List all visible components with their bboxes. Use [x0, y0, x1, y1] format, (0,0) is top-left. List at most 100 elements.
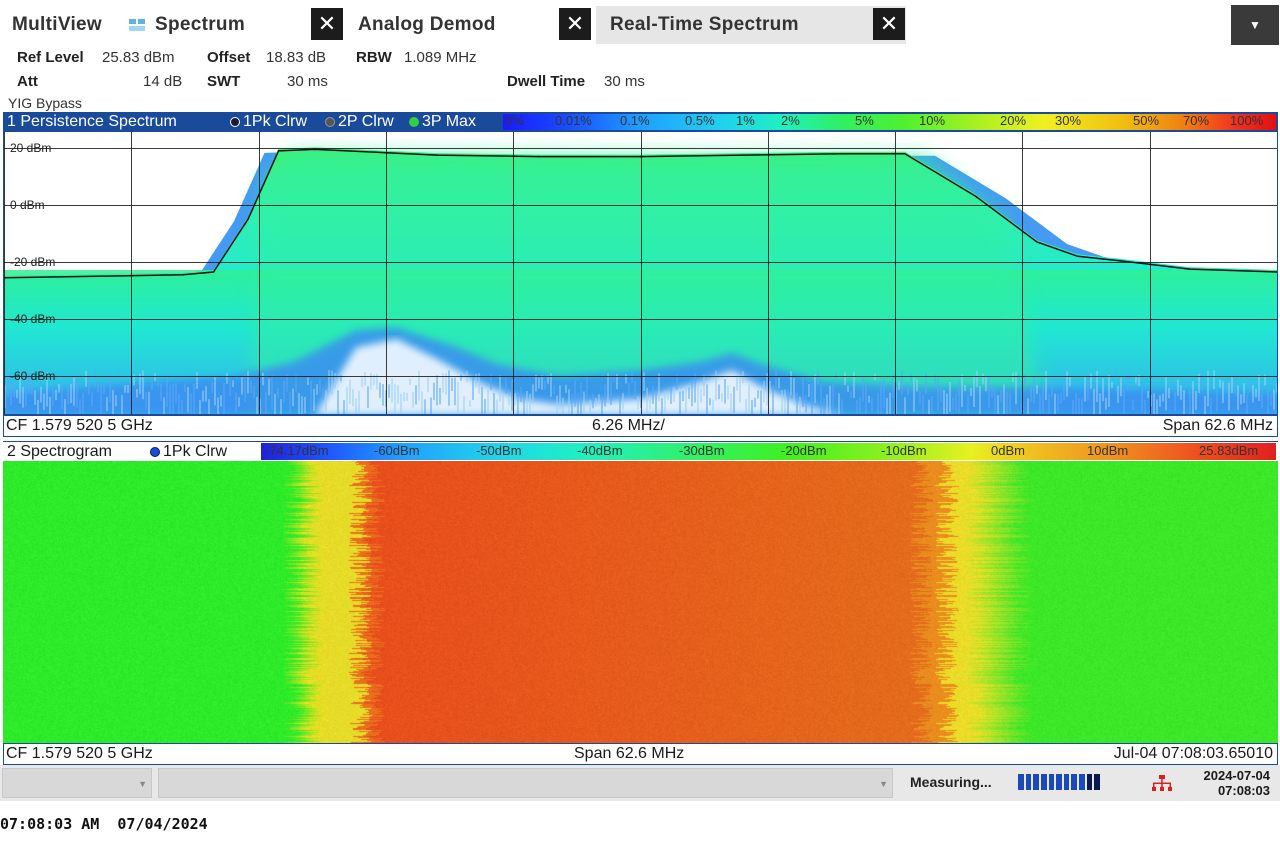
- close-real-time-spectrum-button[interactable]: ✕: [873, 8, 905, 40]
- colorbar-tick: 0.1%: [620, 113, 650, 128]
- spectrogram-canvas: [3, 461, 1278, 743]
- att-label: Att: [17, 73, 38, 90]
- swt-value[interactable]: 30 ms: [287, 73, 328, 90]
- colorbar-tick: 2%: [781, 113, 800, 128]
- tab-spectrum[interactable]: Spectrum: [115, 6, 305, 44]
- trace-point: [1117, 259, 1120, 262]
- trace-point: [212, 271, 215, 273]
- status-field-2[interactable]: ▼: [158, 768, 893, 798]
- trace-point: [843, 152, 845, 155]
- trace-1pk-clrw: [4, 148, 1277, 279]
- trace-point: [314, 148, 316, 151]
- chevron-down-icon: ▼: [138, 779, 147, 789]
- chevron-down-icon: ▼: [1249, 18, 1261, 32]
- colorbar-tick: 70%: [1183, 113, 1210, 128]
- trace-1-label[interactable]: 1Pk Clrw: [230, 113, 307, 131]
- colorbar-tick: -74.17dBm: [265, 443, 329, 458]
- ref-level-label: Ref Level: [17, 49, 84, 66]
- window-title: 2 Spectrogram: [7, 443, 112, 460]
- dwell-time-label: Dwell Time: [507, 73, 586, 90]
- y-tick-label: -60 dBm: [10, 369, 55, 383]
- span-value[interactable]: Span 62.6 MHz: [1162, 417, 1273, 434]
- span-value[interactable]: Span 62.6 MHz: [574, 745, 685, 762]
- trace-dot-icon: [409, 117, 419, 127]
- spectrogram-plot[interactable]: [3, 461, 1278, 743]
- trace-point: [639, 155, 642, 158]
- trace-point: [277, 150, 280, 152]
- colorbar-tick: 30%: [1055, 113, 1082, 128]
- colorbar-tick: 20%: [1000, 113, 1027, 128]
- colorbar-tick: 0dBm: [991, 443, 1025, 458]
- persistence-spectrum-svg: 20 dBm 0 dBm -20 dBm -40 dBm -60 dBm: [4, 132, 1277, 414]
- spectrum-icon: [129, 19, 145, 31]
- close-analog-demod-button[interactable]: ✕: [559, 8, 591, 40]
- rbw-value[interactable]: 1.089 MHz: [404, 49, 477, 66]
- colorbar-tick: -50dBm: [476, 443, 522, 458]
- tab-label: Spectrum: [155, 14, 246, 35]
- frequency-per-division: 6.26 MHz/: [592, 417, 665, 434]
- trace-point: [1036, 241, 1038, 243]
- status-datetime: 2024-07-04 07:08:03: [1204, 768, 1271, 798]
- close-icon: ✕: [879, 11, 899, 36]
- center-frequency[interactable]: CF 1.579 520 5 GHz: [6, 745, 153, 762]
- trace-1-label[interactable]: 1Pk Clrw: [150, 443, 227, 461]
- trace-2-label[interactable]: 2P Clrw: [325, 113, 394, 131]
- colorbar-tick: -10dBm: [881, 443, 927, 458]
- chevron-down-icon: ▼: [879, 779, 888, 789]
- measurement-progress: [1018, 774, 1101, 790]
- offset-value[interactable]: 18.83 dB: [266, 49, 327, 66]
- trace-name: 2P Clrw: [338, 113, 394, 130]
- colorbar-tick: 10dBm: [1087, 443, 1129, 458]
- colorbar-tick: -30dBm: [679, 443, 725, 458]
- network-icon: [1152, 775, 1172, 791]
- tab-label: Real-Time Spectrum: [610, 14, 799, 35]
- trace-3-label[interactable]: 3P Max: [409, 113, 476, 131]
- persistence-colorbar: 0% 0.01% 0.1% 0.5% 1% 2% 5% 10% 20% 30% …: [503, 113, 1276, 130]
- trace-point: [436, 154, 438, 156]
- trace-point: [4, 276, 5, 279]
- window-title: 1 Persistence Spectrum: [7, 113, 177, 130]
- tab-multiview[interactable]: MultiView: [0, 6, 120, 44]
- trace-point: [1076, 255, 1079, 258]
- yig-bypass-label: YIG Bypass: [8, 95, 82, 111]
- spectrogram-window-title-bar[interactable]: 2 Spectrogram 1Pk Clrw -74.17dBm -60dBm …: [3, 441, 1278, 461]
- tab-real-time-spectrum[interactable]: Real-Time Spectrum: [596, 6, 906, 44]
- tab-analog-demod[interactable]: Analog Demod: [346, 6, 556, 44]
- trace-point: [1188, 268, 1191, 270]
- y-tick-label: -20 dBm: [10, 255, 55, 269]
- colorbar-tick: -20dBm: [781, 443, 827, 458]
- persistence-footer: CF 1.579 520 5 GHz 6.26 MHz/ Span 62.6 M…: [3, 415, 1278, 437]
- att-value[interactable]: 14 dB: [143, 73, 183, 90]
- bottom-timestamp: 07:08:03 AM 07/04/2024: [0, 815, 208, 833]
- colorbar-tick: 50%: [1133, 113, 1160, 128]
- menu-dropdown-button[interactable]: ▼: [1231, 5, 1279, 45]
- status-field-1[interactable]: ▼: [2, 768, 152, 798]
- trace-point: [904, 152, 906, 155]
- colorbar-tick: -60dBm: [374, 443, 420, 458]
- close-spectrum-button[interactable]: ✕: [311, 8, 343, 40]
- trace-point: [182, 274, 184, 276]
- y-tick-label: 20 dBm: [10, 141, 51, 155]
- swt-label: SWT: [207, 73, 241, 90]
- persistence-spectrum-plot[interactable]: 20 dBm 0 dBm -20 dBm -40 dBm -60 dBm: [3, 132, 1278, 415]
- persistence-window-title-bar[interactable]: 1 Persistence Spectrum 1Pk Clrw 2P Clrw …: [3, 112, 1278, 132]
- status-date: 2024-07-04: [1203, 768, 1271, 783]
- trace-name: 1Pk Clrw: [163, 443, 228, 460]
- colorbar-tick: 5%: [855, 113, 874, 128]
- trace-name: 3P Max: [422, 113, 476, 130]
- spectrogram-footer: CF 1.579 520 5 GHz Span 62.6 MHz Jul-04 …: [3, 743, 1278, 765]
- close-icon: ✕: [317, 11, 337, 36]
- spectrogram-colorbar: -74.17dBm -60dBm -50dBm -40dBm -30dBm -2…: [261, 443, 1276, 460]
- colorbar-tick: 0%: [505, 113, 524, 128]
- ref-level-value[interactable]: 25.83 dBm: [102, 49, 175, 66]
- dwell-time-value[interactable]: 30 ms: [604, 73, 645, 90]
- offset-label: Offset: [207, 49, 251, 66]
- close-icon: ✕: [565, 11, 585, 36]
- trace-point: [247, 218, 249, 221]
- trace-point: [1276, 271, 1277, 273]
- tab-label: MultiView: [12, 14, 102, 35]
- colorbar-tick: 0.01%: [555, 113, 592, 128]
- low-density-core: [315, 338, 840, 414]
- center-frequency[interactable]: CF 1.579 520 5 GHz: [6, 417, 153, 434]
- trace-name: 1Pk Clrw: [243, 113, 308, 130]
